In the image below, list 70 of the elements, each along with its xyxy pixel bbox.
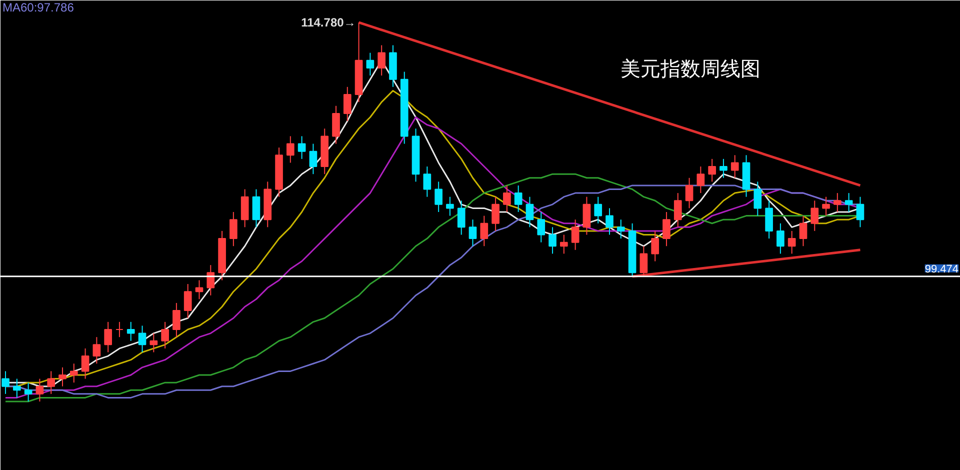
candlestick — [492, 196, 500, 232]
text: MA60:97.786 — [2, 0, 74, 14]
candlestick — [503, 184, 511, 212]
candlestick — [446, 196, 454, 216]
candlestick — [36, 378, 44, 402]
candlestick — [286, 136, 294, 164]
candlestick — [366, 52, 374, 76]
candlestick — [58, 366, 66, 387]
candlestick — [298, 136, 306, 160]
annotation: 114.780→ — [301, 15, 356, 30]
candlestick — [834, 192, 842, 212]
candlestick — [457, 200, 466, 236]
candlestick — [730, 154, 739, 178]
candlestick — [172, 302, 180, 338]
candlestick — [582, 196, 591, 236]
candlestick — [2, 370, 10, 394]
candlestick — [434, 181, 442, 212]
candlestick — [526, 196, 534, 228]
candlestick — [150, 332, 158, 353]
candlestick — [844, 192, 853, 212]
candlestick — [206, 264, 215, 296]
candlestick — [378, 44, 386, 76]
candlestick — [92, 336, 101, 364]
candlestick — [423, 166, 432, 198]
candlestick — [230, 212, 238, 247]
candlestick — [594, 196, 602, 224]
candlestick — [70, 363, 78, 384]
candlestick — [685, 177, 694, 209]
candlestick — [765, 200, 773, 240]
candlestick — [138, 325, 146, 353]
candlestick — [788, 230, 796, 254]
candlestick — [651, 230, 660, 262]
candlestick — [571, 219, 580, 250]
candlestick — [696, 166, 705, 194]
candlestick — [616, 219, 625, 240]
candlestick — [104, 321, 112, 353]
candlestick — [343, 86, 352, 122]
candlestick — [195, 280, 204, 300]
candlestick — [548, 226, 556, 254]
candlestick — [640, 246, 648, 277]
text: 99.474 — [924, 263, 959, 276]
candlestick — [606, 208, 614, 236]
candlestick — [720, 158, 728, 178]
candlestick — [514, 184, 522, 212]
candlestick — [810, 200, 819, 232]
candlestick — [560, 234, 568, 254]
candlestick — [662, 212, 670, 247]
candlestick — [332, 105, 340, 144]
candlestick — [309, 143, 318, 175]
candlestick — [47, 370, 56, 394]
candlestick — [822, 196, 830, 216]
candlestick — [708, 158, 716, 182]
candlestick — [12, 378, 21, 398]
candlestick — [240, 188, 249, 228]
candlestick — [126, 321, 135, 342]
candlestick — [537, 212, 546, 243]
candlestick — [754, 181, 762, 216]
candlestick — [24, 382, 32, 402]
candlestick — [856, 196, 864, 228]
candlestick — [674, 192, 682, 228]
candlestick — [480, 215, 488, 247]
candlestick — [776, 222, 784, 254]
candlestick — [468, 219, 477, 247]
candlestick — [161, 321, 169, 349]
candlestick — [81, 348, 90, 380]
candlestick — [799, 215, 808, 247]
candlestick — [116, 321, 124, 338]
text: 美元指数周线图 — [620, 56, 760, 80]
candlestick — [184, 284, 192, 319]
candlestick — [252, 188, 260, 228]
